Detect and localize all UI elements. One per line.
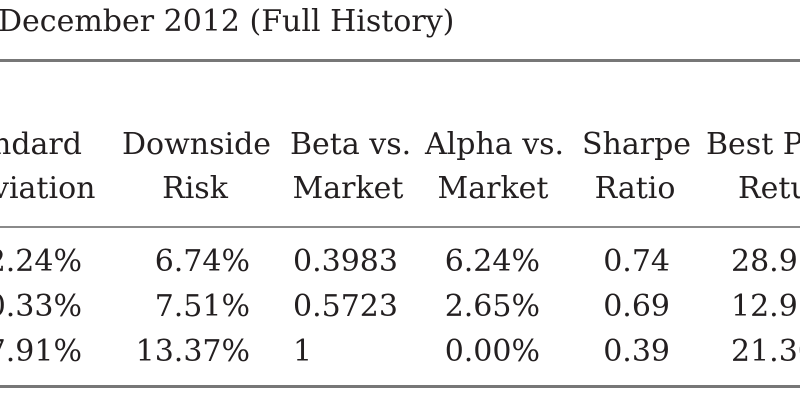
table-bottom-rule [0,385,800,388]
cell-downside-risk: 7.51% [154,289,250,324]
cell-downside-risk: 6.74% [154,244,250,279]
header-downside-risk: Downside Risk [122,127,272,206]
cell-std-dev: 0.33% [0,289,82,324]
header-standard-deviation: ndard viation [0,127,96,206]
cell-alpha: 6.24% [444,244,540,279]
header-sharpe-ratio: Sharpe Ratio [582,127,692,206]
table-top-rule [0,59,800,62]
cell-best-period: 12.9 [731,289,798,324]
cell-sharpe: 0.39 [603,334,670,369]
header-beta-vs-market: Beta vs. Market [290,127,412,206]
cell-beta: 0.3983 [293,244,398,279]
cell-downside-risk: 13.37% [135,334,250,369]
cell-alpha: 2.65% [444,289,540,324]
cell-sharpe: 0.74 [603,244,670,279]
cell-std-dev: 2.24% [0,244,82,279]
header-divider-rule [0,226,800,228]
cell-beta: 1 [293,334,313,369]
cell-sharpe: 0.69 [603,289,670,324]
cell-beta: 0.5723 [293,289,398,324]
header-best-period-return: Best Pe Retu [706,127,800,206]
cell-std-dev: 7.91% [0,334,82,369]
cell-alpha: 0.00% [444,334,540,369]
cell-best-period: 28.9 [731,244,798,279]
header-alpha-vs-market: Alpha vs. Market [425,127,565,206]
table-title: December 2012 (Full History) [0,4,455,39]
cell-best-period: 21.30 [731,334,800,369]
